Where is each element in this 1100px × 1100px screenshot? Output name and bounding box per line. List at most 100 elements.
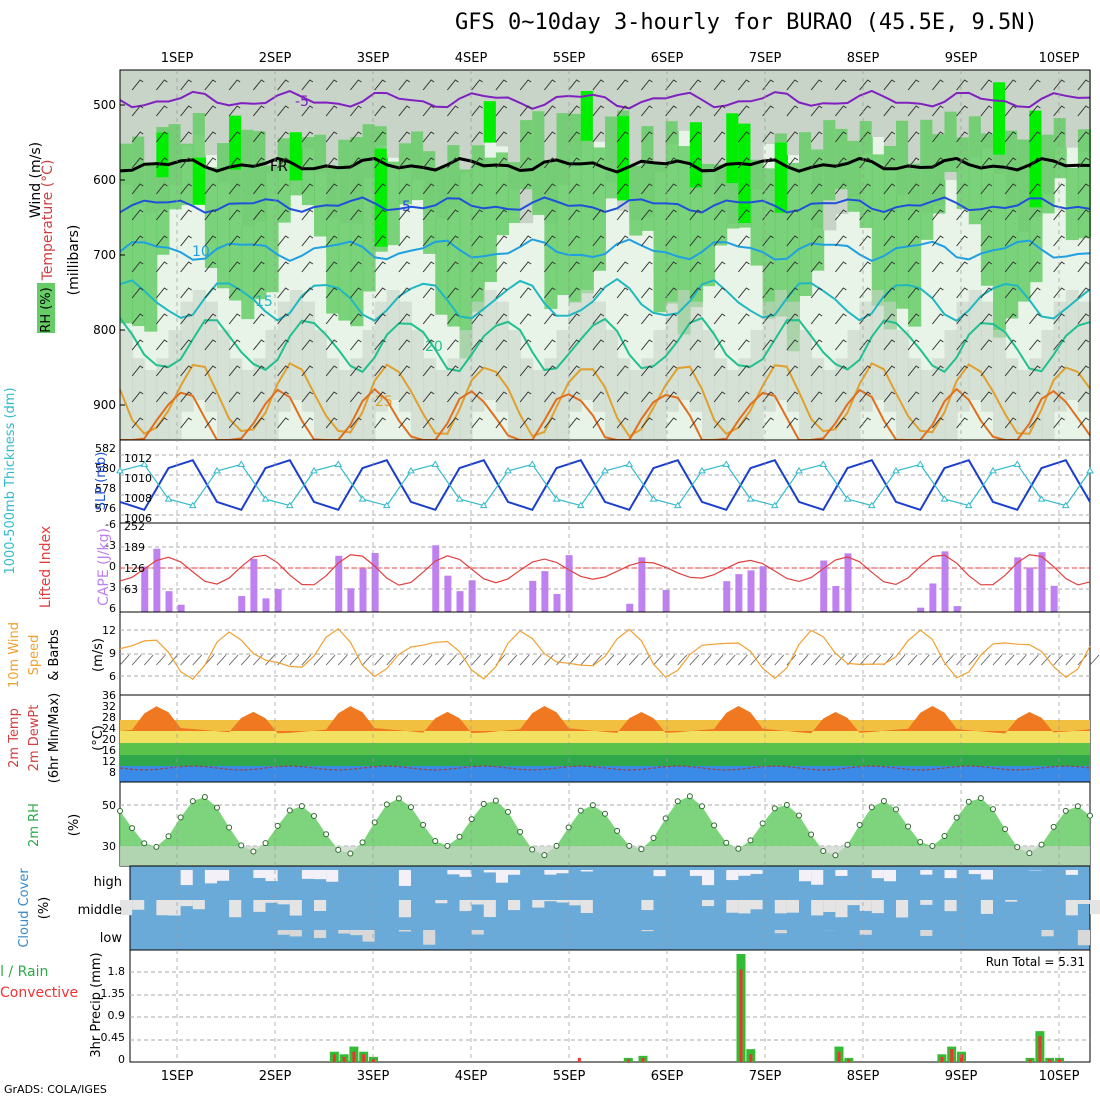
rh-moist-band — [653, 162, 667, 313]
wind-barb — [252, 105, 265, 117]
thickness-marker — [528, 460, 537, 467]
thickness-marker — [964, 501, 973, 509]
rh-moist-band — [483, 157, 497, 283]
wind-barb — [471, 654, 481, 666]
wind-barb — [713, 417, 726, 429]
rh-moist-band — [677, 146, 691, 335]
rh2m-point — [141, 840, 148, 847]
wind-barb — [834, 261, 847, 273]
wind-barb — [471, 157, 483, 169]
wind-barb — [422, 157, 435, 169]
wind-barb — [519, 209, 532, 221]
wind-barb — [907, 209, 920, 221]
cloud-low — [350, 930, 363, 936]
wind-barb — [568, 339, 580, 351]
wind-barb — [543, 209, 556, 221]
wind-barb — [519, 261, 532, 273]
cloud-high — [180, 870, 193, 886]
wind-barb — [374, 654, 384, 666]
rh2m-point — [1050, 823, 1057, 830]
wind-barb — [859, 79, 871, 91]
rh2m-point — [674, 798, 681, 805]
y-tick-label: 600 — [93, 173, 116, 187]
cloud-high — [204, 870, 217, 884]
wind-barb — [980, 235, 993, 247]
wind-barb — [155, 365, 168, 377]
rh2m-point — [650, 835, 657, 842]
precip-frame — [129, 949, 1091, 1063]
wind-barb — [325, 654, 336, 666]
thickness-marker — [843, 495, 852, 502]
cloud-high — [738, 870, 751, 876]
rh-lower-band — [289, 290, 303, 400]
y-tick-label: 20 — [102, 733, 116, 746]
rh-band — [265, 70, 279, 173]
dewpt-axis-label: 2m DewPt — [27, 705, 42, 772]
cloud-level-label: middle — [78, 903, 122, 918]
rh2m-point — [602, 810, 608, 817]
wind-barb — [1053, 417, 1065, 429]
rh2m-point — [905, 823, 912, 830]
wind-barb — [834, 183, 847, 195]
wind-barb — [337, 654, 348, 666]
wind-barb — [907, 313, 920, 325]
rh2m-point — [917, 838, 924, 845]
rh-moist-band — [993, 153, 1007, 338]
cloud-middle — [871, 900, 884, 914]
cloud-middle — [1005, 900, 1018, 902]
wind-barb — [180, 391, 192, 403]
wind-barb — [252, 235, 265, 247]
precip-convective-bar — [749, 1054, 753, 1062]
rh-moist-band — [265, 165, 279, 293]
wind-barb — [737, 79, 750, 91]
wind-barb — [592, 417, 605, 429]
wind-barb — [1028, 339, 1041, 351]
wind-barb — [810, 183, 823, 195]
wind-barb — [398, 365, 411, 377]
wind-barb — [883, 417, 896, 429]
date-label-bottom: 10SEP — [1039, 1069, 1080, 1084]
wind-barb — [471, 417, 483, 429]
wind-barb — [422, 339, 435, 351]
wind-barb — [519, 417, 532, 429]
wind-barb — [325, 261, 338, 273]
wind-barb — [471, 339, 483, 351]
date-label-bottom: 7SEP — [749, 1069, 782, 1084]
wind-barb — [422, 391, 435, 403]
cloud-high — [799, 870, 812, 882]
temp-area — [120, 706, 1090, 734]
wind-barb — [689, 79, 702, 91]
wind-barb — [131, 339, 144, 351]
rh2m-point — [614, 827, 621, 834]
rh-saturated-band — [738, 123, 752, 224]
rh-moist-band — [580, 127, 594, 294]
wind-barb — [301, 654, 312, 666]
cloud-middle — [132, 900, 145, 910]
wind-barb — [834, 365, 847, 377]
wind-barb — [374, 287, 386, 299]
cloud-middle — [944, 900, 957, 912]
upper-rh-label: RH (%) — [39, 287, 54, 332]
rh-moist-band — [932, 134, 946, 214]
temp-band — [120, 766, 1090, 782]
cloud-high — [580, 870, 593, 872]
wind-barb — [883, 391, 896, 403]
wind-barb — [980, 261, 993, 273]
wind-barb — [592, 339, 605, 351]
cloud-middle — [168, 900, 181, 916]
date-label-top: 9SEP — [945, 51, 978, 66]
date-label-top: 1SEP — [161, 51, 194, 66]
rh-moist-band — [120, 143, 134, 324]
wind-barb — [944, 654, 954, 666]
wind-barb — [907, 287, 920, 299]
wind-barb — [713, 209, 726, 221]
li-axis-label: Lifted Index — [38, 526, 54, 608]
wind-barb — [204, 79, 217, 91]
isotherm-label: 15 — [255, 294, 273, 310]
wind-barb — [737, 365, 750, 377]
wind-barb — [798, 654, 809, 666]
wind-barb — [1028, 157, 1041, 169]
precip-convective-bar — [577, 1057, 581, 1062]
wind-barb — [422, 261, 435, 273]
cape-bar — [759, 566, 767, 612]
